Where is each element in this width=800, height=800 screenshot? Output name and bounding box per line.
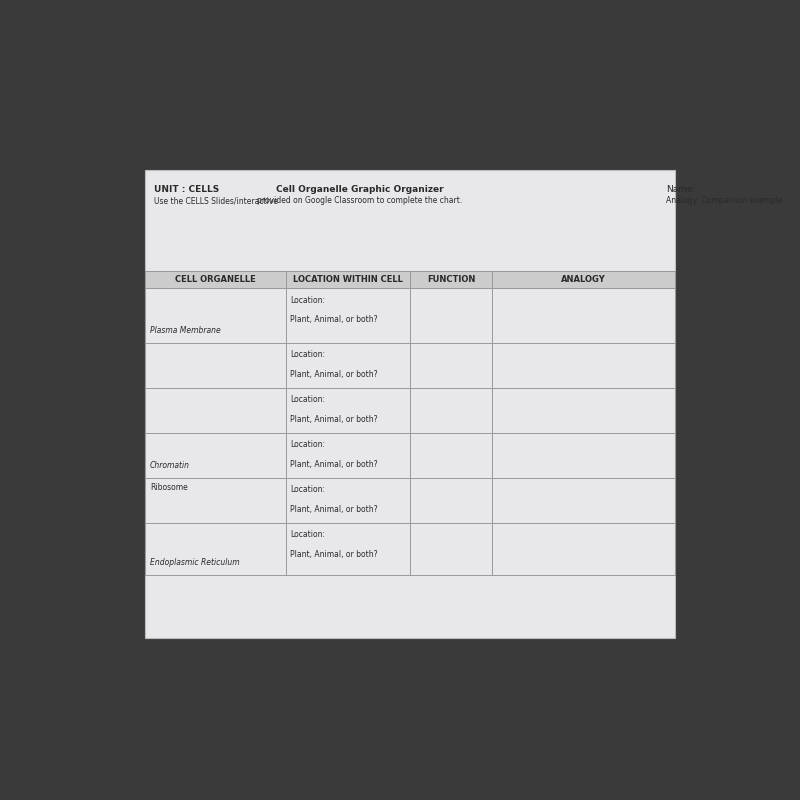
Text: Use the CELLS Slides/interactive: Use the CELLS Slides/interactive	[154, 197, 278, 206]
Text: CELL ORGANELLE: CELL ORGANELLE	[175, 275, 256, 284]
Text: Plant, Animal, or both?: Plant, Animal, or both?	[290, 415, 378, 424]
Text: Analogy: Comparison example: Analogy: Comparison example	[666, 197, 782, 206]
Text: Endoplasmic Reticulum: Endoplasmic Reticulum	[150, 558, 240, 567]
Text: Location:: Location:	[290, 296, 326, 305]
Bar	[145, 170, 675, 638]
Text: Location:: Location:	[290, 530, 326, 539]
Text: Plant, Animal, or both?: Plant, Animal, or both?	[290, 505, 378, 514]
Bar	[145, 270, 675, 288]
Text: Location:: Location:	[290, 350, 326, 359]
Text: ANALOGY: ANALOGY	[561, 275, 606, 284]
Text: Cell Organelle Graphic Organizer: Cell Organelle Graphic Organizer	[276, 186, 444, 194]
Text: Location:: Location:	[290, 440, 326, 449]
Text: provided on Google Classroom to complete the chart.: provided on Google Classroom to complete…	[258, 197, 462, 206]
Text: Location:: Location:	[290, 485, 326, 494]
Text: Chromatin: Chromatin	[150, 462, 190, 470]
Text: FUNCTION: FUNCTION	[427, 275, 475, 284]
Text: Name:: Name:	[666, 186, 695, 194]
Text: Plant, Animal, or both?: Plant, Animal, or both?	[290, 315, 378, 325]
Text: Plant, Animal, or both?: Plant, Animal, or both?	[290, 370, 378, 379]
Text: LOCATION WITHIN CELL: LOCATION WITHIN CELL	[293, 275, 402, 284]
Text: Plant, Animal, or both?: Plant, Animal, or both?	[290, 550, 378, 559]
Text: Ribosome: Ribosome	[150, 482, 188, 492]
Text: Location:: Location:	[290, 395, 326, 404]
Text: Plant, Animal, or both?: Plant, Animal, or both?	[290, 460, 378, 469]
Text: Plasma Membrane: Plasma Membrane	[150, 326, 221, 335]
Text: UNIT : CELLS: UNIT : CELLS	[154, 186, 220, 194]
